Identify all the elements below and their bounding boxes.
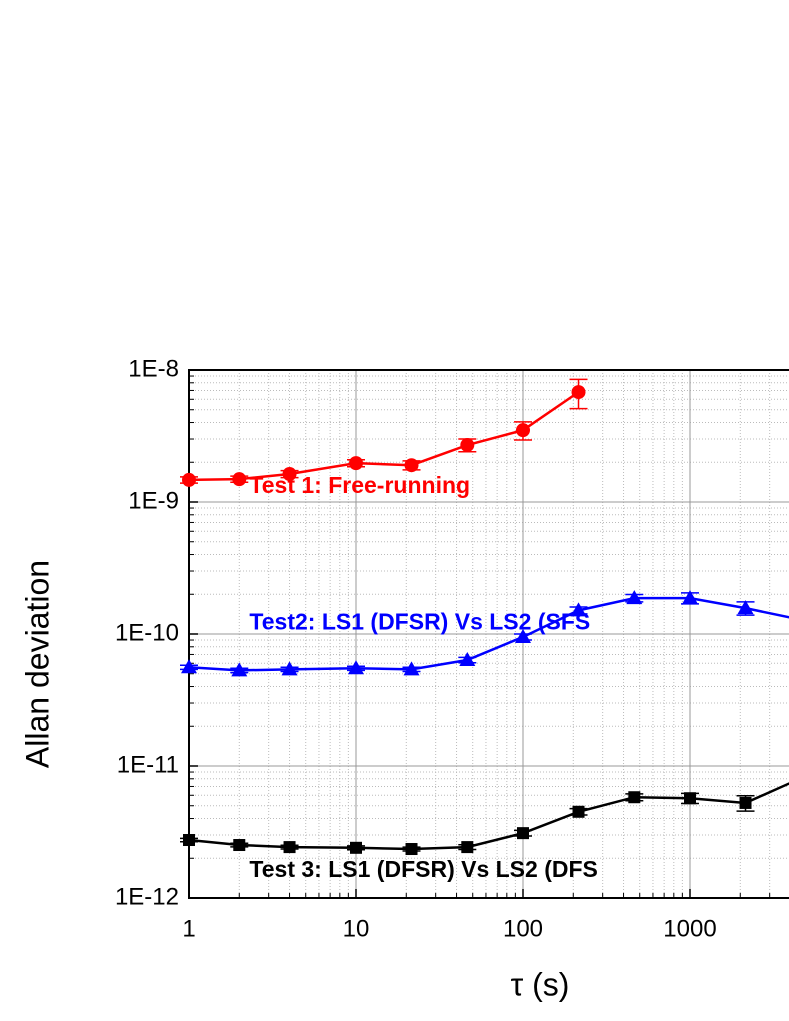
x-tick-label: 1 <box>182 915 195 942</box>
data-point <box>739 796 752 809</box>
data-point <box>231 662 248 677</box>
data-point <box>348 660 364 675</box>
data-point <box>349 456 363 471</box>
data-point <box>570 602 587 617</box>
data-point <box>183 834 195 847</box>
x-tick-label: 1000 <box>663 915 716 942</box>
data-point <box>684 792 696 805</box>
y-tick-label: 1E-9 <box>128 487 179 514</box>
data-point <box>282 466 297 481</box>
data-point <box>572 805 585 818</box>
data-point <box>459 652 476 667</box>
data-point <box>281 661 298 676</box>
data-point <box>682 590 698 605</box>
axis-frame <box>188 369 789 899</box>
annotation: Test 3: LS1 (DFSR) Vs LS2 (DFS <box>249 856 597 882</box>
data-point <box>460 438 475 453</box>
data-point <box>403 661 420 676</box>
data-point <box>737 600 754 615</box>
data-point <box>628 791 641 804</box>
data-point <box>350 841 362 854</box>
x-tick-label: 10 <box>343 915 370 942</box>
series-line <box>188 782 789 851</box>
annotation: Test2: LS1 (DFSR) Vs LS2 (SFS <box>249 609 590 635</box>
y-tick-label: 1E-12 <box>115 883 179 910</box>
data-point <box>181 659 197 674</box>
data-point <box>404 458 419 473</box>
data-point <box>515 628 531 643</box>
data-point <box>461 841 474 854</box>
data-point <box>405 843 418 856</box>
y-tick-label: 1E-8 <box>128 355 179 382</box>
x-tick-label: 100 <box>503 915 543 942</box>
series-line <box>188 391 580 482</box>
data-point <box>232 472 247 487</box>
data-point <box>283 841 296 854</box>
y-tick-label: 1E-11 <box>117 751 179 778</box>
annotation: Test 1: Free-running <box>249 472 470 498</box>
data-point <box>626 590 643 605</box>
series-line <box>188 596 789 672</box>
data-point <box>516 423 530 438</box>
y-tick-label: 1E-10 <box>115 619 179 646</box>
data-point <box>571 385 586 400</box>
data-point <box>233 839 246 852</box>
x-axis-label: τ (s) <box>511 966 570 1002</box>
data-point <box>182 472 196 487</box>
y-axis-label: Allan deviation <box>19 560 55 768</box>
data-point <box>517 827 529 840</box>
